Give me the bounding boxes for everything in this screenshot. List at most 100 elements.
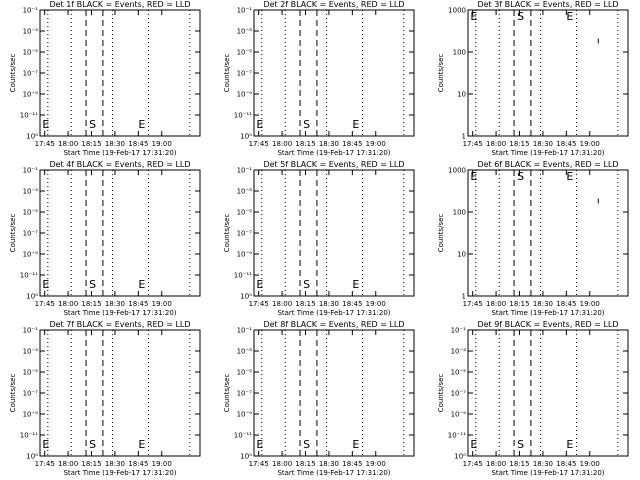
y-tick-label: 10⁻⁹ xyxy=(23,411,39,419)
x-axis-label: Start Time (19-Feb-17 17:31:20) xyxy=(63,309,176,317)
x-tick-label: 17:45 xyxy=(463,140,483,148)
plot-frame xyxy=(39,329,201,457)
y-axis-label: Counts/sec xyxy=(437,214,445,253)
x-tick-label: 18:30 xyxy=(319,300,339,308)
x-tick-label: 17:45 xyxy=(35,460,55,468)
x-tick-label: 18:30 xyxy=(105,300,125,308)
marker-e: E xyxy=(256,118,263,131)
chart-panel-4: Det 4f BLACK = Events, RED = LLD 10⁰ 10⁻¹¹… xyxy=(9,160,201,317)
x-tick-label: 18:00 xyxy=(272,460,292,468)
y-tick-label: 10⁻⁷ xyxy=(451,390,467,398)
y-tick-label: 10⁰ xyxy=(240,453,252,461)
x-tick-label: 17:45 xyxy=(463,460,483,468)
y-axis-label: Counts/sec xyxy=(9,214,17,253)
y-tick-label: 10 xyxy=(457,251,466,259)
y-tick-label: 10⁻⁵ xyxy=(23,369,39,377)
plot-frame xyxy=(39,9,201,137)
marker-e: E xyxy=(470,438,477,451)
x-tick-label: 19:00 xyxy=(366,300,386,308)
marker-e: E xyxy=(352,278,359,291)
y-tick-label: 10⁻⁹ xyxy=(23,91,39,99)
x-tick-label: 18:45 xyxy=(342,300,362,308)
y-tick-label: 10⁻¹¹ xyxy=(234,112,252,120)
x-tick-label: 18:45 xyxy=(342,140,362,148)
x-tick-label: 18:00 xyxy=(486,140,506,148)
x-axis-label: Start Time (19-Feb-17 17:31:20) xyxy=(491,149,604,157)
x-tick-label: 18:00 xyxy=(272,140,292,148)
x-tick-label: 18:15 xyxy=(295,460,315,468)
y-axis-label: Counts/sec xyxy=(437,374,445,413)
x-tick-label: 18:15 xyxy=(81,300,101,308)
x-tick-label: 17:45 xyxy=(463,300,483,308)
plot-frame xyxy=(467,169,629,297)
y-tick-label: 10⁻¹ xyxy=(451,327,467,335)
y-tick-label: 10⁻⁵ xyxy=(237,209,253,217)
marker-s: S xyxy=(89,118,96,131)
plot-frame xyxy=(253,9,415,137)
chart-title: Det 2f BLACK = Events, RED = LLD xyxy=(263,0,404,9)
x-tick-label: 18:45 xyxy=(342,460,362,468)
x-tick-label: 19:00 xyxy=(152,140,172,148)
y-tick-label: 10⁻¹ xyxy=(237,167,253,175)
y-tick-label: 10⁻¹ xyxy=(23,327,39,335)
y-axis-label: Counts/sec xyxy=(223,374,231,413)
y-tick-label: 100 xyxy=(453,209,466,217)
y-tick-label: 1 xyxy=(462,293,466,301)
y-tick-label: 10⁻⁵ xyxy=(237,369,253,377)
marker-e: E xyxy=(138,438,145,451)
y-axis-label: Counts/sec xyxy=(223,214,231,253)
chart-panel-3: Det 3f BLACK = Events, RED = LLD 1 10 100 10… xyxy=(437,0,629,157)
y-tick-label: 10⁻⁷ xyxy=(237,70,253,78)
y-tick-label: 10⁻⁵ xyxy=(237,49,253,57)
y-tick-label: 10⁻¹¹ xyxy=(234,432,252,440)
marker-s: S xyxy=(89,438,96,451)
x-tick-label: 18:45 xyxy=(128,460,148,468)
y-tick-label: 10⁻⁷ xyxy=(237,230,253,238)
y-tick-label: 10⁰ xyxy=(26,133,38,141)
marker-e: E xyxy=(566,170,573,183)
x-tick-label: 18:15 xyxy=(295,140,315,148)
y-axis-label: Counts/sec xyxy=(223,54,231,93)
y-tick-label: 10⁻⁹ xyxy=(237,411,253,419)
marker-s: S xyxy=(517,438,524,451)
x-tick-label: 18:00 xyxy=(486,300,506,308)
chart-title: Det 1f BLACK = Events, RED = LLD xyxy=(49,0,190,9)
marker-s: S xyxy=(89,278,96,291)
x-tick-label: 19:00 xyxy=(366,140,386,148)
marker-e: E xyxy=(256,278,263,291)
y-tick-label: 10⁰ xyxy=(240,293,252,301)
y-axis-label: Counts/sec xyxy=(9,374,17,413)
y-tick-label: 10⁻⁷ xyxy=(237,390,253,398)
y-tick-label: 10⁻³ xyxy=(23,28,39,36)
y-tick-label: 10⁻⁹ xyxy=(451,411,467,419)
x-tick-label: 18:30 xyxy=(533,300,553,308)
y-tick-label: 10⁻¹¹ xyxy=(234,272,252,280)
y-tick-label: 10⁻⁷ xyxy=(23,70,39,78)
chart-panel-8: Det 8f BLACK = Events, RED = LLD 10⁰ 10⁻¹¹… xyxy=(223,320,415,477)
x-tick-label: 18:15 xyxy=(295,300,315,308)
x-tick-label: 18:15 xyxy=(81,460,101,468)
x-tick-label: 17:45 xyxy=(35,140,55,148)
y-tick-label: 10⁻³ xyxy=(23,348,39,356)
y-tick-label: 10⁻¹¹ xyxy=(448,432,466,440)
plot-frame xyxy=(39,169,201,297)
y-tick-label: 10⁻¹ xyxy=(237,7,253,15)
x-tick-label: 18:15 xyxy=(509,300,529,308)
x-axis-label: Start Time (19-Feb-17 17:31:20) xyxy=(277,149,390,157)
marker-e: E xyxy=(42,438,49,451)
y-tick-label: 100 xyxy=(453,49,466,57)
x-tick-label: 19:00 xyxy=(152,460,172,468)
y-tick-label: 10 xyxy=(457,91,466,99)
plot-frame xyxy=(253,329,415,457)
marker-e: E xyxy=(42,118,49,131)
y-tick-label: 10⁻⁹ xyxy=(23,251,39,259)
chart-panel-5: Det 5f BLACK = Events, RED = LLD 10⁰ 10⁻¹¹… xyxy=(223,160,415,317)
marker-e: E xyxy=(138,278,145,291)
x-tick-label: 18:00 xyxy=(272,300,292,308)
y-tick-label: 1000 xyxy=(448,7,466,15)
y-tick-label: 10⁻⁷ xyxy=(23,390,39,398)
y-tick-label: 1 xyxy=(462,133,466,141)
x-tick-label: 18:45 xyxy=(128,140,148,148)
marker-e: E xyxy=(566,10,573,23)
